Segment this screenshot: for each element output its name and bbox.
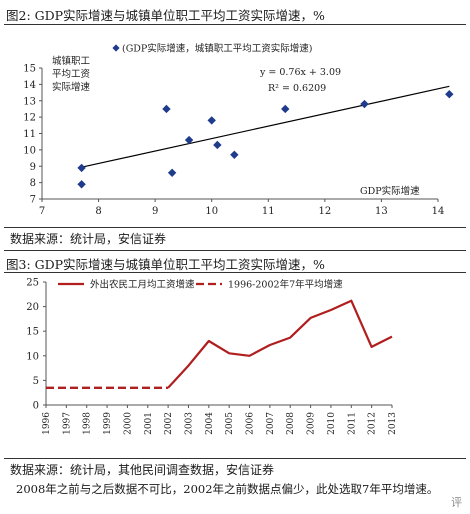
y-tick-label: 25 [26, 278, 39, 289]
y-tick-label: 15 [26, 327, 39, 338]
x-tick-label: 2001 [144, 412, 154, 435]
title-rule [4, 24, 466, 25]
scatter-title: 图2: GDP实际增速与城镇单位职工平均工资实际增速，% [6, 8, 325, 23]
legend: 外出农民工月均工资增速 1996-2002年7年平均增速 [58, 279, 343, 291]
line-labels: 0 5 10 15 20 25 1996 1997 1998 1999 2000 2001 2002 20… [26, 278, 398, 435]
x-tick-label: 2007 [266, 412, 276, 435]
y-axis-label: 实际增速 [52, 81, 91, 93]
line-footnote: 2008年之前与之后数据不可比，2002年之前数据点偏少，此处选取7年平均增速。 [16, 482, 439, 496]
x-tick-label: 2000 [123, 412, 133, 435]
scatter-point [230, 150, 239, 159]
scatter-point [207, 116, 216, 125]
y-tick-label: 12 [23, 113, 36, 124]
scatter-point [167, 168, 177, 177]
x-tick-label: 2012 [368, 412, 378, 435]
y-tick-label: 13 [23, 96, 36, 107]
scatter-point [77, 180, 86, 189]
y-tick-label: 15 [23, 64, 36, 75]
y-tick-label: 0 [33, 401, 39, 412]
x-tick-label: 14 [432, 206, 445, 217]
y-tick-label: 7 [30, 195, 36, 206]
x-tick-label: 2009 [307, 412, 317, 435]
y-tick-label: 9 [30, 162, 36, 173]
x-tick-label: 2013 [388, 412, 398, 435]
trend-equation: y = 0.76x + 3.09 [259, 67, 341, 78]
legend-marker [112, 44, 120, 52]
y-axis-label: 平均工资 [52, 68, 91, 80]
line-series [46, 299, 393, 389]
line-title: 图3: GDP实际增速与城镇单位职工平均工资实际增速，% [6, 257, 325, 272]
x-tick-label: 7 [39, 206, 45, 217]
x-tick-label: 12 [318, 206, 331, 217]
y-tick-label: 14 [23, 80, 36, 91]
scatter-point [77, 163, 86, 173]
x-tick-label: 13 [375, 206, 388, 217]
x-tick-label: 11 [262, 206, 275, 217]
scatter-point [162, 104, 171, 114]
scatter-point [360, 99, 369, 109]
scatter-point [445, 90, 454, 99]
y-tick-label: 20 [26, 302, 39, 313]
legend-label-0: 外出农民工月均工资增速 [90, 279, 195, 291]
line-axes [43, 281, 393, 408]
scatter-axes [39, 67, 439, 202]
scatter-point [213, 140, 222, 150]
trendline-group [81, 85, 450, 168]
legend: (GDP实际增速，城镇职工平均工资实际增速) [112, 43, 313, 55]
scatter-chart: 7 8 9 10 11 12 13 14 15 7 8 9 10 11 12 13 14 城镇职工平均工资实际增速… [23, 43, 454, 218]
x-tick-label: 1997 [62, 412, 72, 435]
x-tick-label: 1996 [42, 412, 52, 435]
x-tick-label: 2004 [205, 412, 215, 435]
scatter-panel: 图2: GDP实际增速与城镇单位职工平均工资实际增速，% 7 8 9 10 11 12 13… [0, 0, 470, 248]
x-tick-label: 8 [95, 206, 101, 217]
x-tick-label: 1998 [83, 412, 93, 435]
y-tick-label: 5 [33, 376, 39, 387]
title-rule [4, 272, 466, 273]
r-squared: R² = 0.6209 [268, 83, 326, 94]
x-tick-label: 2005 [225, 412, 235, 435]
x-tick-label: 9 [152, 206, 158, 217]
line-chart: 0 5 10 15 20 25 1996 1997 1998 1999 2000 2001 2002 20… [26, 278, 398, 435]
watermark: 评 [451, 496, 462, 509]
x-tick-label: 2003 [184, 412, 194, 435]
y-tick-label: 10 [23, 145, 36, 156]
x-tick-label: 2011 [347, 412, 357, 435]
x-tick-label: 2006 [246, 412, 256, 435]
y-axis-label: 城镇职工 [52, 55, 91, 67]
line-source: 数据来源：统计局，其他民间调查数据，安信证券 [10, 463, 275, 477]
scatter-point [184, 135, 194, 145]
legend-label: (GDP实际增速，城镇职工平均工资实际增速) [122, 43, 313, 55]
x-axis-label: GDP实际增速 [360, 185, 420, 197]
trendline [81, 85, 450, 168]
x-tick-label: 10 [205, 206, 218, 217]
scatter-point [281, 104, 290, 114]
source-rule [4, 227, 466, 228]
x-tick-label: 2010 [327, 412, 337, 435]
y-tick-label: 8 [30, 178, 36, 189]
legend-label-1: 1996-2002年7年平均增速 [228, 279, 343, 291]
scatter-labels: 7 8 9 10 11 12 13 14 15 7 8 9 10 11 12 13 14 城镇职工平均工资实际增速… [23, 43, 444, 218]
scatter-source: 数据来源：统计局，安信证券 [10, 232, 167, 246]
y-tick-label: 10 [26, 351, 39, 362]
title-rule-top [4, 250, 466, 251]
y-tick-label: 11 [23, 129, 36, 140]
x-tick-label: 2008 [286, 412, 296, 435]
x-tick-label: 2002 [164, 412, 174, 435]
scatter-points [77, 90, 454, 189]
x-tick-label: 1999 [103, 412, 113, 435]
line-panel: 图3: GDP实际增速与城镇单位职工平均工资实际增速，% 0 5 10 15 20 25 1… [0, 248, 470, 514]
series-line-0 [167, 299, 393, 389]
source-rule [4, 458, 466, 459]
